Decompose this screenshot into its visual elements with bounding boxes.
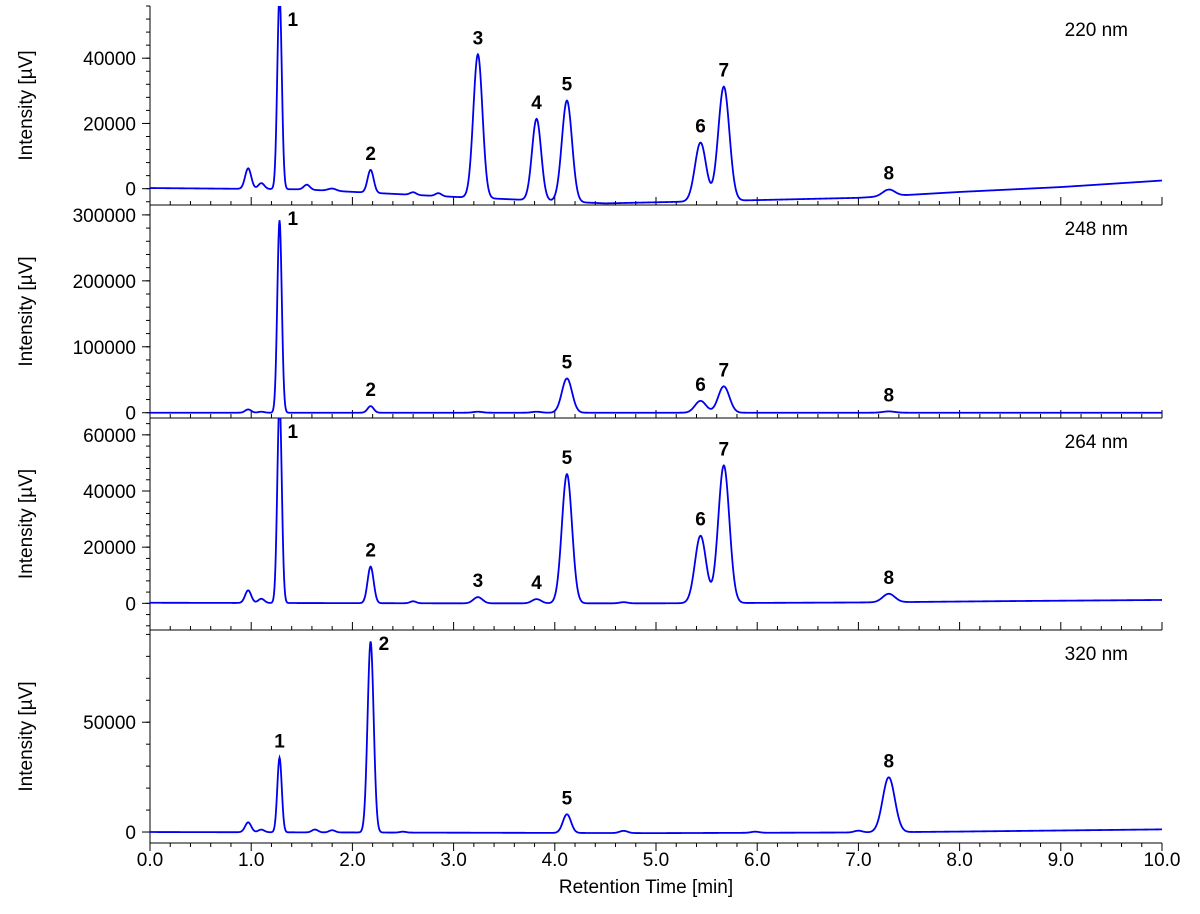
peak-label: 2 [365, 541, 376, 562]
y-tick-label: 50000 [83, 713, 136, 734]
peak-label: 1 [274, 732, 285, 753]
y-tick-label: 60000 [83, 426, 136, 447]
panel-2: 0 20000 40000 60000 Intensity [µV] 1 2 3 4 5 6 7 8 26… [16, 418, 1163, 631]
x-tick-label: 3.0 [440, 850, 466, 871]
peak-label: 5 [562, 352, 573, 373]
chromatogram-trace [150, 6, 1162, 205]
wavelength-label: 320 nm [1065, 644, 1128, 665]
y-tick-label: 0 [125, 594, 136, 615]
wavelength-label: 264 nm [1065, 432, 1128, 453]
peak-label: 2 [365, 144, 376, 165]
peak-label: 8 [883, 164, 894, 185]
y-tick-label: 0 [125, 823, 136, 844]
chromatogram-trace [150, 418, 1162, 605]
peak-label: 8 [883, 751, 894, 772]
x-tick-label: 1.0 [238, 850, 264, 871]
peak-label: 3 [473, 571, 484, 592]
y-tick-label: 0 [125, 404, 136, 425]
x-tick-label: 5.0 [643, 850, 669, 871]
y-tick-label: 40000 [83, 482, 136, 503]
x-tick-label: 4.0 [542, 850, 568, 871]
x-axis: Retention Time [min] 0.0 1.0 2.0 3.0 4.0 5.0 6… [137, 850, 1181, 898]
peak-label: 1 [288, 10, 299, 31]
x-tick-label: 6.0 [744, 850, 770, 871]
y-tick-label: 20000 [83, 538, 136, 559]
y-axis-title: Intensity [µV] [16, 256, 37, 366]
peak-label: 8 [883, 568, 894, 589]
x-axis-title: Retention Time [min] [559, 877, 733, 898]
peak-label: 4 [531, 93, 542, 114]
peak-label: 7 [719, 61, 730, 82]
chromatogram-trace [150, 641, 1162, 835]
wavelength-label: 220 nm [1065, 20, 1128, 41]
peak-label: 6 [695, 510, 706, 531]
peak-label: 5 [562, 75, 573, 96]
wavelength-label: 248 nm [1065, 219, 1128, 240]
y-tick-label: 20000 [83, 114, 136, 135]
peak-label: 7 [719, 360, 730, 381]
y-axis-title: Intensity [µV] [16, 681, 37, 791]
peak-label: 4 [531, 573, 542, 594]
peak-label: 2 [379, 634, 390, 655]
peak-label: 7 [719, 439, 730, 460]
x-tick-label: 0.0 [137, 850, 163, 871]
peak-label: 1 [288, 209, 299, 230]
x-tick-label: 10.0 [1144, 850, 1181, 871]
x-tick-label: 7.0 [845, 850, 871, 871]
y-tick-label: 200000 [73, 272, 136, 293]
peak-label: 5 [562, 448, 573, 469]
y-tick-label: 100000 [73, 338, 136, 359]
panel-1: 0 100000 200000 300000 Intensity [µV] 1 2 5 67 8 2… [16, 205, 1163, 425]
peak-label: 6 [695, 117, 706, 138]
x-tick-label: 8.0 [946, 850, 972, 871]
panel-0: 0 20000 40000 Intensity [µV] 1 2 3 45 6 7 8 220 nm [16, 5, 1163, 206]
peak-label: 2 [365, 380, 376, 401]
peak-label: 5 [562, 788, 573, 809]
panel-3: 0 50000 Intensity [µV] 1 2 5 8 320 nm [16, 630, 1163, 851]
y-axis-title: Intensity [µV] [16, 50, 37, 160]
y-tick-label: 300000 [73, 206, 136, 227]
y-tick-label: 40000 [83, 49, 136, 70]
peak-label: 6 [695, 375, 706, 396]
peak-label: 8 [883, 385, 894, 406]
x-tick-label: 9.0 [1048, 850, 1074, 871]
chromatogram-trace [150, 220, 1162, 414]
y-tick-label: 0 [125, 180, 136, 201]
x-tick-label: 2.0 [339, 850, 365, 871]
peak-label: 1 [288, 422, 299, 443]
y-axis-title: Intensity [µV] [16, 469, 37, 579]
peak-label: 3 [473, 28, 484, 49]
